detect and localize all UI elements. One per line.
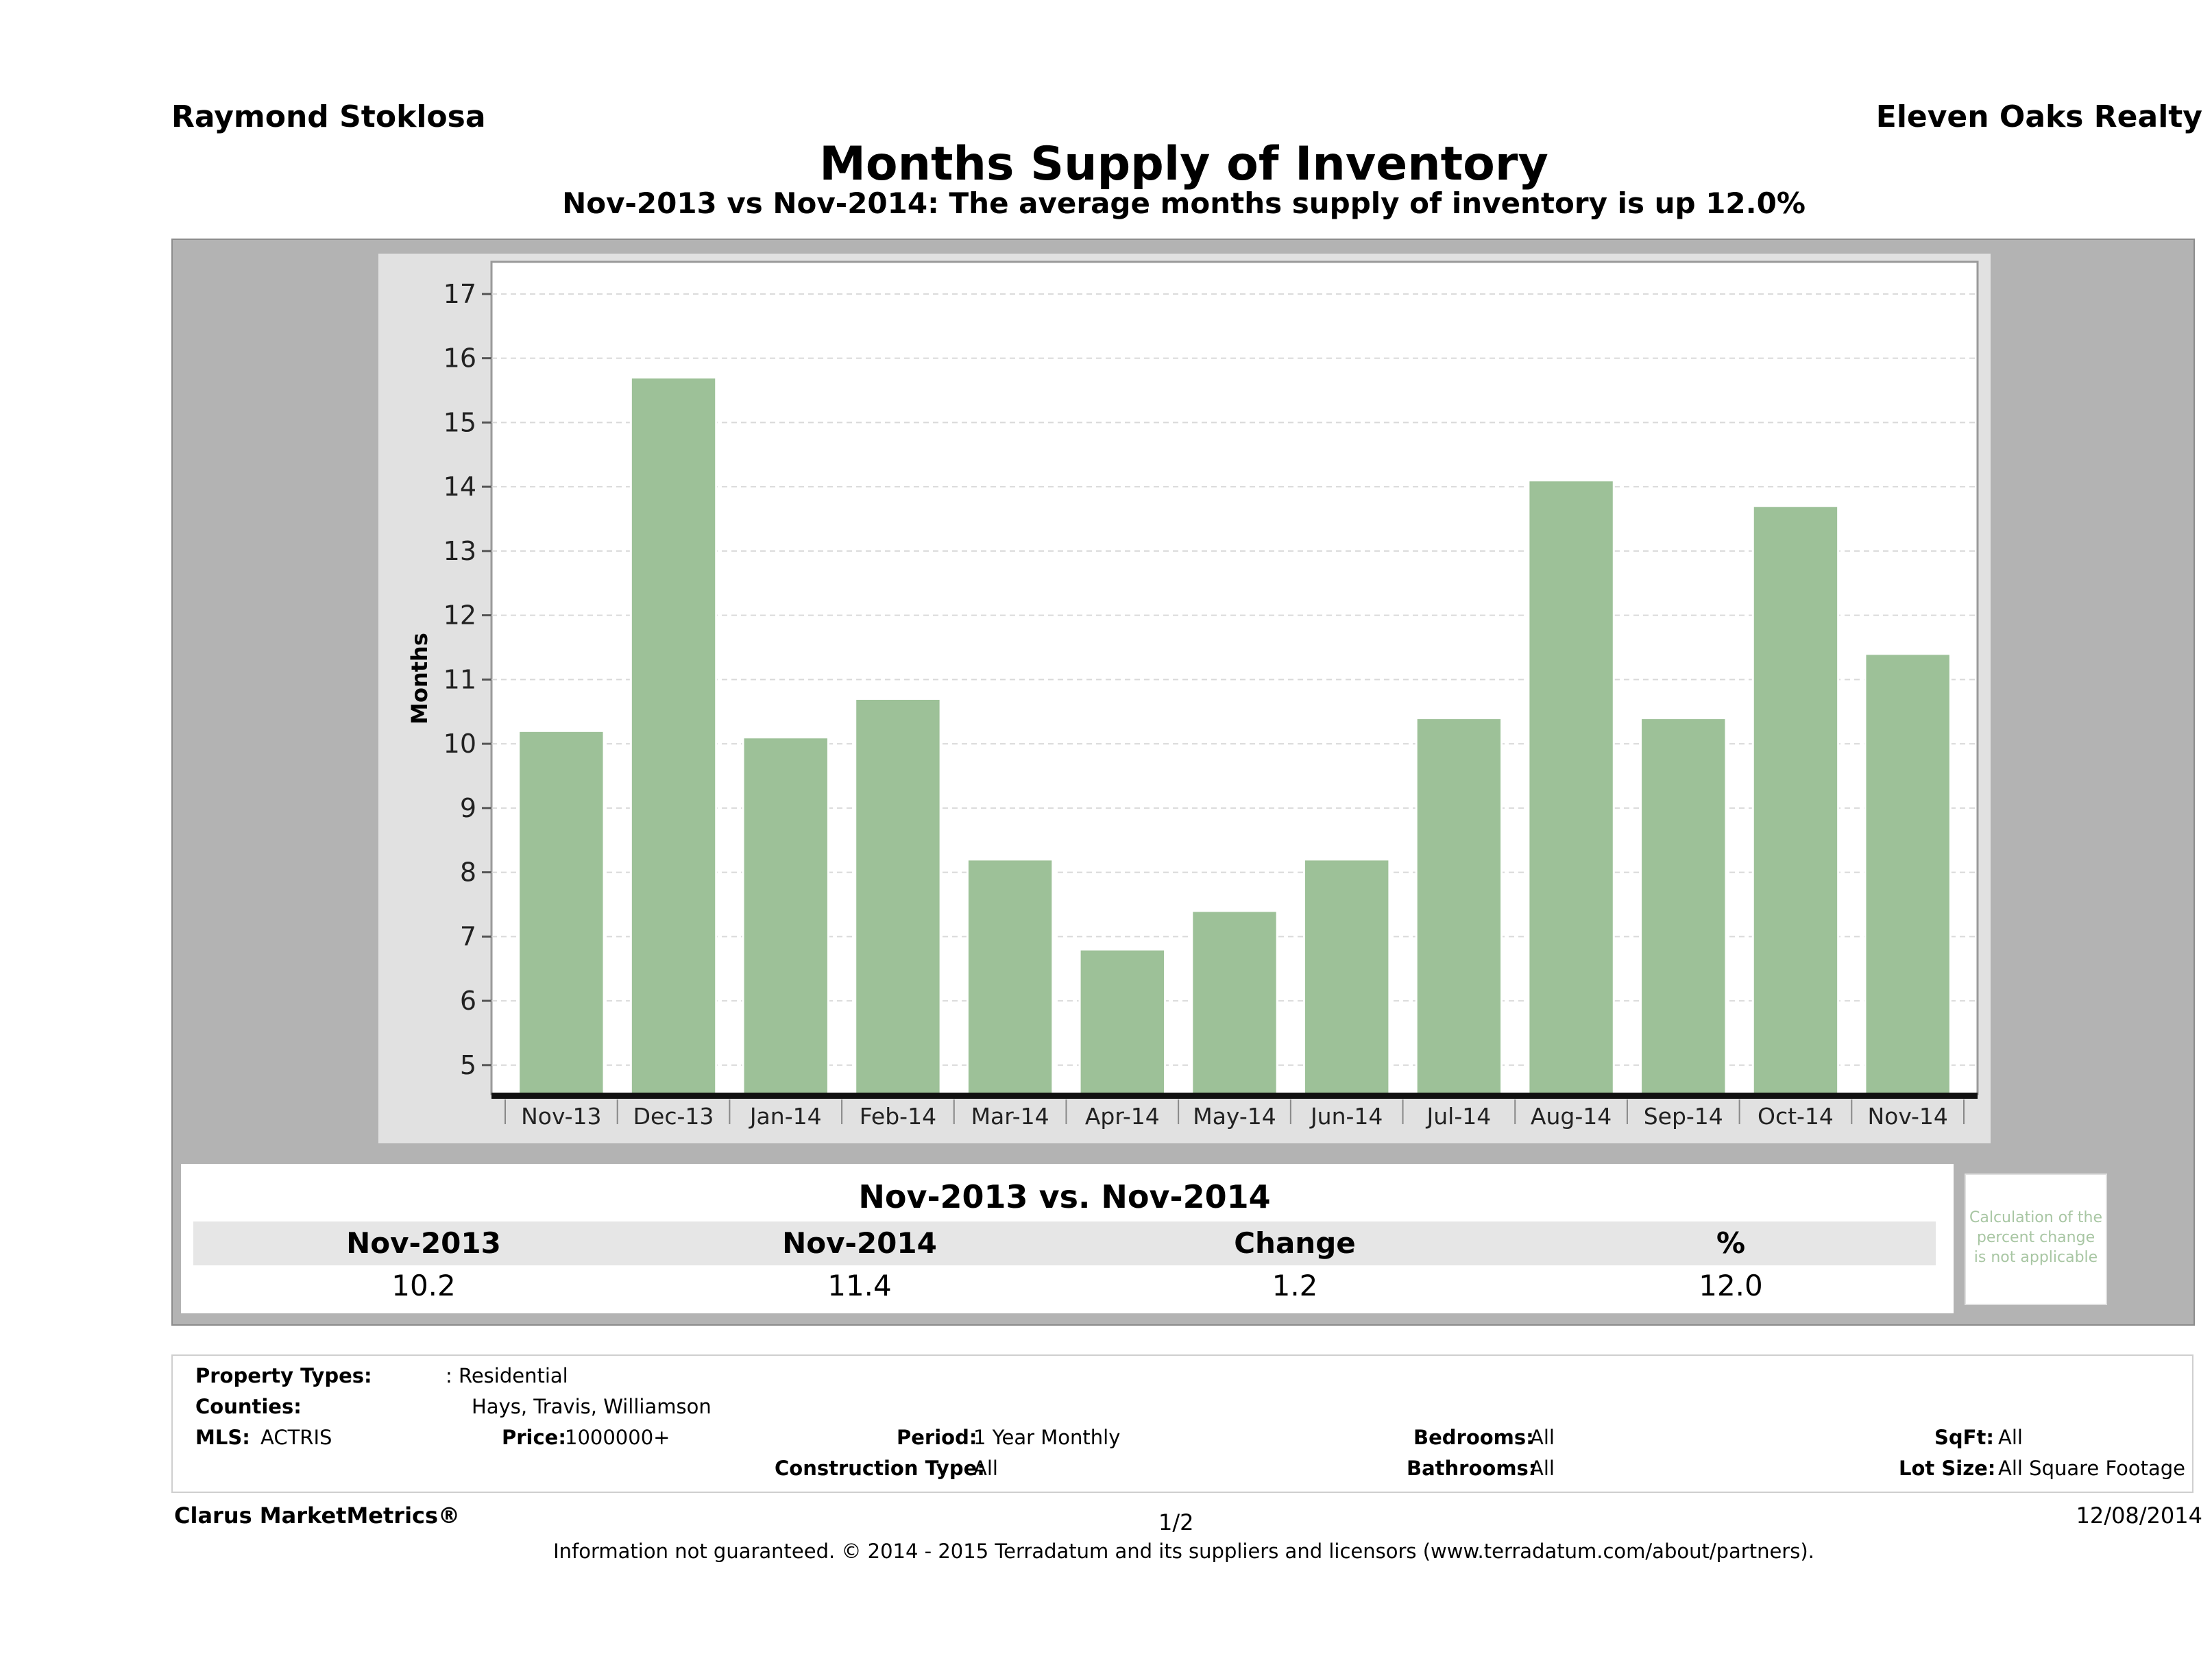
bar-aug-14 [1527,479,1615,1095]
report-date: 12/08/2014 [2076,1503,2202,1529]
summary-value-change: 1.2 [1272,1269,1318,1302]
x-tick-label: Nov-14 [1867,1103,1947,1130]
bar-jan-14 [742,736,829,1095]
y-tick-label: 15 [443,407,476,437]
x-tick-label: Jun-14 [1309,1103,1383,1130]
bar-dec-13 [629,376,718,1095]
x-tick-label: Dec-13 [633,1103,714,1130]
period-label: Period: [897,1426,977,1449]
bar-nov-14 [1864,653,1952,1095]
counties-label: Counties: [195,1395,302,1418]
construction-type-label: Construction Type: [775,1457,985,1480]
sqft-value: All [1998,1426,2023,1449]
disclaimer: Information not guaranteed. © 2014 - 201… [553,1540,1814,1563]
lot-size-value: All Square Footage [1998,1457,2186,1480]
summary-header-percent: % [1716,1226,1746,1260]
summary-header-nov2013: Nov-2013 [346,1226,501,1260]
y-tick-label: 14 [443,472,476,502]
x-tick-label: May-14 [1193,1103,1276,1130]
summary-value-row: 10.2 11.4 1.2 12.0 [193,1267,1936,1305]
x-tick-label: Feb-14 [860,1103,936,1130]
chart-subtitle: Nov-2013 vs Nov-2014: The average months… [562,186,1806,220]
x-tick-label: Aug-14 [1531,1103,1612,1130]
y-tick-label: 5 [460,1050,476,1080]
chart-title: Months Supply of Inventory [819,137,1548,191]
x-tick-label: Mar-14 [971,1103,1049,1130]
x-tick-label: Oct-14 [1758,1103,1834,1130]
y-tick-label: 17 [443,279,476,309]
summary-value-percent: 12.0 [1699,1269,1763,1302]
period-value: 1 Year Monthly [973,1426,1121,1449]
bar-sep-14 [1640,717,1727,1095]
bar-oct-14 [1751,504,1840,1095]
bedrooms-label: Bedrooms: [1413,1426,1534,1449]
x-tick-label: Nov-13 [521,1103,601,1130]
x-tick-label: Apr-14 [1085,1103,1160,1130]
price-value: 1000000+ [565,1426,670,1449]
y-tick-label: 10 [443,729,476,759]
x-tick-label: Sep-14 [1644,1103,1723,1130]
bar-nov-13 [518,729,605,1095]
percent-note: Calculation of the percent change is not… [1965,1208,2107,1267]
percent-note-line: percent change [1976,1229,2095,1246]
bedrooms-value: All [1530,1426,1555,1449]
agent-name: Raymond Stoklosa [171,99,486,134]
x-tick-label: Jul-14 [1426,1103,1492,1130]
lot-size-label: Lot Size: [1899,1457,1996,1480]
search-criteria-panel [171,1354,2193,1493]
y-tick-label: 11 [443,664,476,694]
bathrooms-label: Bathrooms: [1407,1457,1537,1480]
bar-mar-14 [966,858,1054,1095]
bar-may-14 [1191,910,1278,1095]
y-tick-label: 16 [443,343,476,374]
x-tick-label: Jan-14 [749,1103,822,1130]
property-types-value: : Residential [446,1364,568,1387]
summary-header-change: Change [1234,1226,1356,1260]
y-tick-label: 6 [460,986,476,1016]
y-tick-label: 8 [460,858,476,888]
mls-label: MLS: [195,1426,250,1449]
counties-value: Hays, Travis, Williamson [472,1395,712,1418]
summary-header-row: Nov-2013 Nov-2014 Change % [193,1221,1936,1265]
price-label: Price: [502,1426,566,1449]
company-name: Eleven Oaks Realty [1875,99,2202,134]
bar-jul-14 [1415,717,1503,1095]
percent-note-line: is not applicable [1973,1249,2098,1266]
summary-title: Nov-2013 vs. Nov-2014 [193,1174,1936,1220]
sqft-label: SqFt: [1934,1426,1994,1449]
mls-value: ACTRIS [260,1426,332,1449]
property-types-label: Property Types: [195,1364,372,1387]
summary-value-nov2013: 10.2 [391,1269,456,1302]
percent-note-line: Calculation of the [1969,1209,2103,1226]
percent-note-box [1965,1174,2107,1305]
footer-brand: Clarus MarketMetrics® [174,1503,461,1529]
y-tick-label: 12 [443,600,476,631]
y-axis-label: Months [406,633,433,725]
page-number: 1/2 [1158,1509,1194,1535]
bar-feb-14 [854,697,942,1095]
x-axis-line [491,1093,1978,1099]
summary-header-nov2014: Nov-2014 [782,1226,937,1260]
y-tick-label: 13 [443,536,476,566]
bar-apr-14 [1078,948,1167,1095]
y-tick-label: 9 [460,793,476,823]
y-tick-label: 7 [460,921,476,951]
summary-value-nov2014: 11.4 [827,1269,892,1302]
bathrooms-value: All [1530,1457,1555,1480]
bar-jun-14 [1302,858,1391,1095]
construction-type-value: All [973,1457,998,1480]
